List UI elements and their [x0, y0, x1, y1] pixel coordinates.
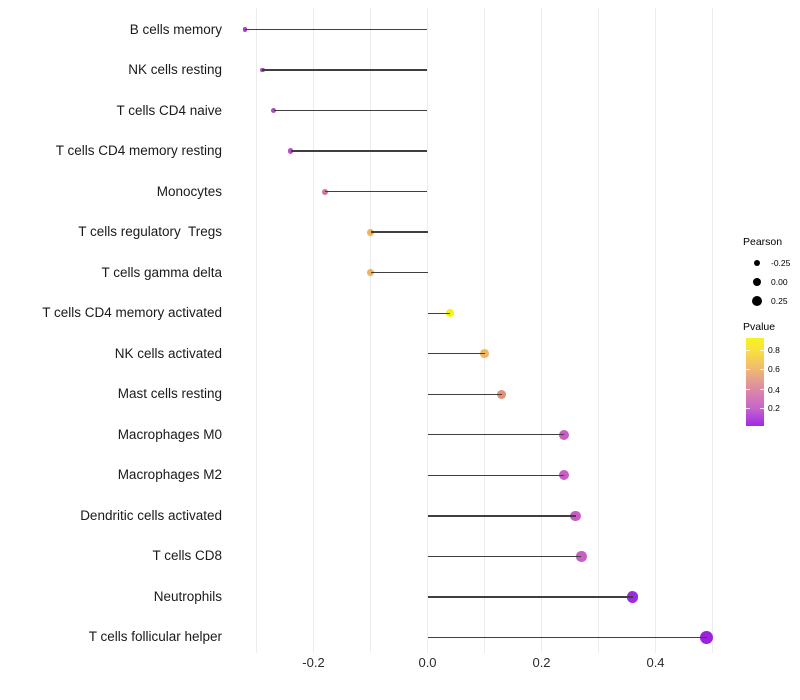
colorbar-tick [746, 389, 750, 391]
gridline [256, 8, 257, 653]
colorbar-tick [760, 349, 764, 351]
data-point [271, 108, 277, 114]
lollipop-stem [427, 555, 582, 558]
y-axis-label: T cells CD4 memory activated [42, 305, 222, 321]
lollipop-stem [370, 231, 428, 233]
gridline [712, 8, 713, 653]
gridline [484, 8, 485, 653]
x-axis-tick-label: 0.4 [646, 655, 665, 670]
y-axis-label: Macrophages M0 [117, 426, 222, 442]
y-axis-label: Macrophages M2 [117, 467, 222, 483]
colorbar-tick [760, 368, 764, 370]
colorbar-tick-label: 0.4 [768, 384, 780, 395]
lollipop-stem [427, 434, 565, 436]
y-axis-label: T cells CD4 memory resting [55, 143, 222, 159]
y-axis-label: NK cells resting [128, 62, 222, 78]
y-axis-label: Neutrophils [153, 588, 222, 604]
lollipop-stem [245, 28, 428, 31]
x-axis-tick-label: -0.2 [302, 655, 325, 670]
colorbar-tick [746, 349, 750, 351]
x-axis-tick-label: 0.0 [418, 655, 437, 670]
size-legend-label: -0.25 [771, 258, 791, 268]
data-point [367, 269, 374, 277]
lollipop-stem [427, 596, 633, 598]
y-axis-label: Monocytes [156, 183, 222, 199]
colorbar-tick-label: 0.8 [768, 345, 780, 356]
gridline [598, 8, 599, 653]
size-legend-dot [754, 260, 760, 266]
data-point [570, 510, 581, 522]
lollipop-stem [427, 636, 707, 639]
size-legend-dot [752, 277, 762, 287]
size-legend-label: 0.00 [771, 277, 788, 287]
y-axis-label: Dendritic cells activated [80, 507, 222, 523]
lollipop-stem [290, 150, 428, 152]
size-legend-dot [751, 295, 763, 307]
y-axis-label: NK cells activated [114, 345, 222, 361]
y-axis-label: T cells regulatory Tregs [78, 224, 222, 240]
colorbar-tick [746, 368, 750, 370]
x-axis-tick-label: 0.2 [532, 655, 551, 670]
gridline [541, 8, 542, 653]
lollipop-stem [427, 515, 576, 517]
gridline [655, 8, 656, 653]
pvalue-colorbar [746, 338, 764, 426]
data-point [367, 228, 374, 236]
colorbar-tick [746, 407, 750, 409]
gridline [427, 8, 428, 653]
colorbar-tick-label: 0.6 [768, 364, 780, 375]
y-axis-label: T cells follicular helper [88, 629, 222, 645]
y-axis-label: T cells CD8 [152, 548, 222, 564]
lollipop-stem [273, 109, 428, 112]
lollipop-stem [427, 353, 485, 355]
gridline [313, 8, 314, 653]
lollipop-stem [427, 393, 502, 395]
lollipop-stem [262, 69, 428, 71]
size-legend-title: Pearson [743, 236, 783, 248]
lollipop-stem [427, 474, 565, 477]
lollipop-stem [324, 190, 428, 193]
colorbar-tick [760, 389, 764, 391]
y-axis-label: Mast cells resting [117, 386, 222, 402]
lollipop-stem [370, 271, 428, 274]
lollipop-stem [427, 312, 451, 314]
data-point [321, 188, 328, 195]
colorbar-tick [760, 407, 764, 409]
gridline [370, 8, 371, 653]
size-legend-label: 0.25 [771, 296, 788, 306]
y-axis-label: B cells memory [129, 21, 222, 37]
colorbar-tick-label: 0.2 [768, 403, 780, 414]
color-legend-title: Pvalue [743, 321, 776, 333]
y-axis-label: T cells CD4 naive [116, 102, 222, 118]
y-axis-label: T cells gamma delta [101, 264, 222, 280]
data-point [576, 551, 587, 562]
data-point [626, 591, 639, 603]
